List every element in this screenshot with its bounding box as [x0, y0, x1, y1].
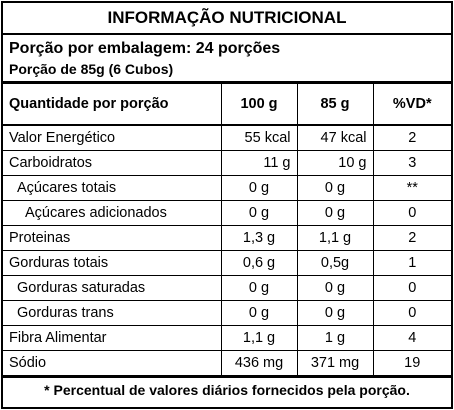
nutrient-name: Valor Energético — [3, 124, 222, 151]
value-100g: 0 g — [220, 300, 298, 326]
nutrient-name: Açúcares totais — [3, 175, 222, 201]
label-title: INFORMAÇÃO NUTRICIONAL — [3, 3, 451, 35]
value-vd: 1 — [372, 250, 451, 276]
nutrient-name: Gorduras trans — [3, 300, 222, 326]
value-85g: 1,1 g — [296, 225, 374, 251]
value-85g: 0 g — [296, 275, 374, 301]
header-85g: 85 g — [296, 83, 374, 126]
value-vd: ** — [372, 175, 451, 201]
value-85g: 10 g — [296, 150, 374, 176]
nutrient-name: Fibra Alimentar — [3, 325, 222, 351]
nutrient-name: Proteinas — [3, 225, 222, 251]
value-100g: 0 g — [220, 175, 298, 201]
value-100g: 11 g — [220, 150, 298, 176]
nutrient-name: Açúcares adicionados — [3, 200, 222, 226]
table-row: Valor Energético 55 kcal 47 kcal 2 — [3, 124, 451, 151]
value-100g: 1,1 g — [220, 325, 298, 351]
value-100g: 0 g — [220, 275, 298, 301]
value-100g: 1,3 g — [220, 225, 298, 251]
value-85g: 0,5g — [296, 250, 374, 276]
value-85g: 371 mg — [296, 350, 374, 376]
value-100g: 436 mg — [220, 350, 298, 376]
value-vd: 2 — [372, 225, 451, 251]
value-85g: 0 g — [296, 175, 374, 201]
table-row: Fibra Alimentar 1,1 g 1 g 4 — [3, 325, 451, 351]
value-85g: 47 kcal — [296, 124, 374, 151]
value-85g: 0 g — [296, 300, 374, 326]
value-vd: 4 — [372, 325, 451, 351]
value-100g: 55 kcal — [220, 124, 298, 151]
footnote: * Percentual de valores diários fornecid… — [3, 376, 451, 402]
value-vd: 2 — [372, 124, 451, 151]
value-85g: 1 g — [296, 325, 374, 351]
value-vd: 0 — [372, 300, 451, 326]
servings-per-package: Porção por embalagem: 24 porções — [9, 40, 281, 57]
table-row: Açúcares adicionados 0 g 0 g 0 — [3, 200, 451, 226]
value-vd: 0 — [372, 275, 451, 301]
table-row: Gorduras totais 0,6 g 0,5g 1 — [3, 250, 451, 276]
nutrient-name: Gorduras saturadas — [3, 275, 222, 301]
portion-size: Porção de 85g (6 Cubos) — [9, 61, 174, 77]
header-vd: %VD* — [372, 83, 451, 126]
value-vd: 0 — [372, 200, 451, 226]
value-100g: 0,6 g — [220, 250, 298, 276]
value-85g: 0 g — [296, 200, 374, 226]
value-100g: 0 g — [220, 200, 298, 226]
header-100g: 100 g — [220, 83, 298, 126]
table-row: Gorduras saturadas 0 g 0 g 0 — [3, 275, 451, 301]
value-vd: 19 — [372, 350, 451, 376]
nutrient-name: Gorduras totais — [3, 250, 222, 276]
nutrient-name: Carboidratos — [3, 150, 222, 176]
nutrition-table: Quantidade por porção 100 g 85 g %VD* Va… — [3, 83, 451, 376]
table-row: Gorduras trans 0 g 0 g 0 — [3, 300, 451, 326]
table-row: Sódio 436 mg 371 mg 19 — [3, 350, 451, 376]
nutrient-name: Sódio — [3, 350, 222, 376]
table-row: Proteinas 1,3 g 1,1 g 2 — [3, 225, 451, 251]
header-quantity: Quantidade por porção — [3, 83, 222, 126]
serving-info: Porção por embalagem: 24 porções Porção … — [3, 35, 451, 83]
table-row: Carboidratos 11 g 10 g 3 — [3, 150, 451, 176]
value-vd: 3 — [372, 150, 451, 176]
table-header-row: Quantidade por porção 100 g 85 g %VD* — [3, 83, 451, 126]
table-row: Açúcares totais 0 g 0 g ** — [3, 175, 451, 201]
